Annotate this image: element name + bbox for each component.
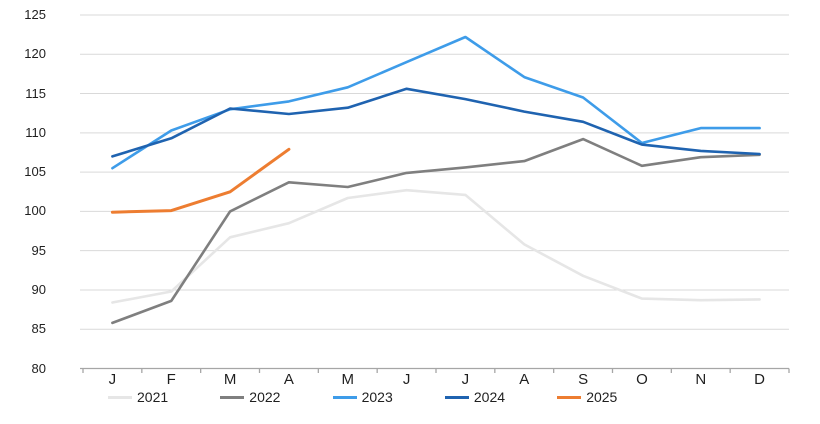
legend-label-2025: 2025	[586, 389, 618, 405]
x-axis-label: J	[108, 371, 117, 388]
y-axis-label: 105	[24, 164, 46, 180]
series-line-2023	[111, 35, 761, 170]
x-axis-label: J	[402, 371, 411, 388]
legend-item-2024: 2024	[444, 388, 506, 406]
legend-swatch-2022	[220, 395, 245, 399]
y-axis-label: 90	[31, 281, 46, 297]
series-line-2025	[110, 147, 291, 214]
legend-swatch-2021	[108, 395, 132, 399]
legend-item-2025: 2025	[557, 388, 617, 406]
legend-label-2022: 2022	[249, 389, 281, 405]
y-axis-label: 80	[31, 360, 46, 376]
legend-label-2024: 2024	[473, 389, 506, 405]
y-axis-label: 100	[24, 203, 46, 219]
x-axis-label: N	[695, 371, 707, 388]
series-line-2024	[111, 87, 761, 158]
legend-swatch-2024	[444, 395, 469, 399]
y-axis-label: 95	[31, 242, 46, 258]
x-axis-label: O	[636, 371, 648, 388]
x-axis-label: A	[519, 371, 530, 388]
y-axis-label: 85	[31, 321, 46, 337]
x-axis-label: F	[166, 371, 176, 388]
legend-label-2021: 2021	[137, 389, 169, 405]
legend-item-2023: 2023	[332, 388, 393, 406]
legend-item-2022: 2022	[220, 388, 280, 406]
y-axis-label: 110	[25, 124, 46, 140]
x-axis-label: A	[283, 371, 294, 388]
y-axis-label: 125	[24, 7, 46, 22]
legend-swatch-2025	[557, 395, 582, 399]
x-axis-label: M	[341, 371, 354, 388]
x-axis-label: M	[223, 371, 237, 388]
x-axis-label: J	[461, 371, 470, 388]
legend-swatch-2023	[332, 395, 357, 399]
legend-label-2023: 2023	[361, 389, 393, 405]
series-line-2021	[111, 188, 761, 304]
y-axis-label: 120	[24, 46, 46, 62]
x-axis-label: D	[754, 371, 765, 388]
series-line-2022	[111, 137, 761, 325]
legend-item-2021: 2021	[108, 388, 168, 406]
y-axis-label: 115	[25, 85, 46, 101]
x-axis-label: S	[578, 371, 589, 388]
